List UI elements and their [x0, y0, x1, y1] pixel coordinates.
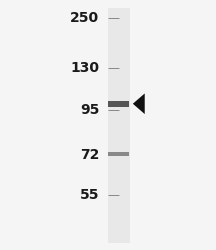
Bar	[108, 152, 129, 156]
Text: 130: 130	[70, 60, 99, 74]
Polygon shape	[133, 94, 145, 114]
Text: 72: 72	[80, 148, 99, 162]
Text: 250: 250	[70, 10, 99, 24]
Text: 95: 95	[80, 103, 99, 117]
Bar	[108, 8, 130, 242]
Text: 55: 55	[80, 188, 99, 202]
Bar	[108, 101, 129, 106]
